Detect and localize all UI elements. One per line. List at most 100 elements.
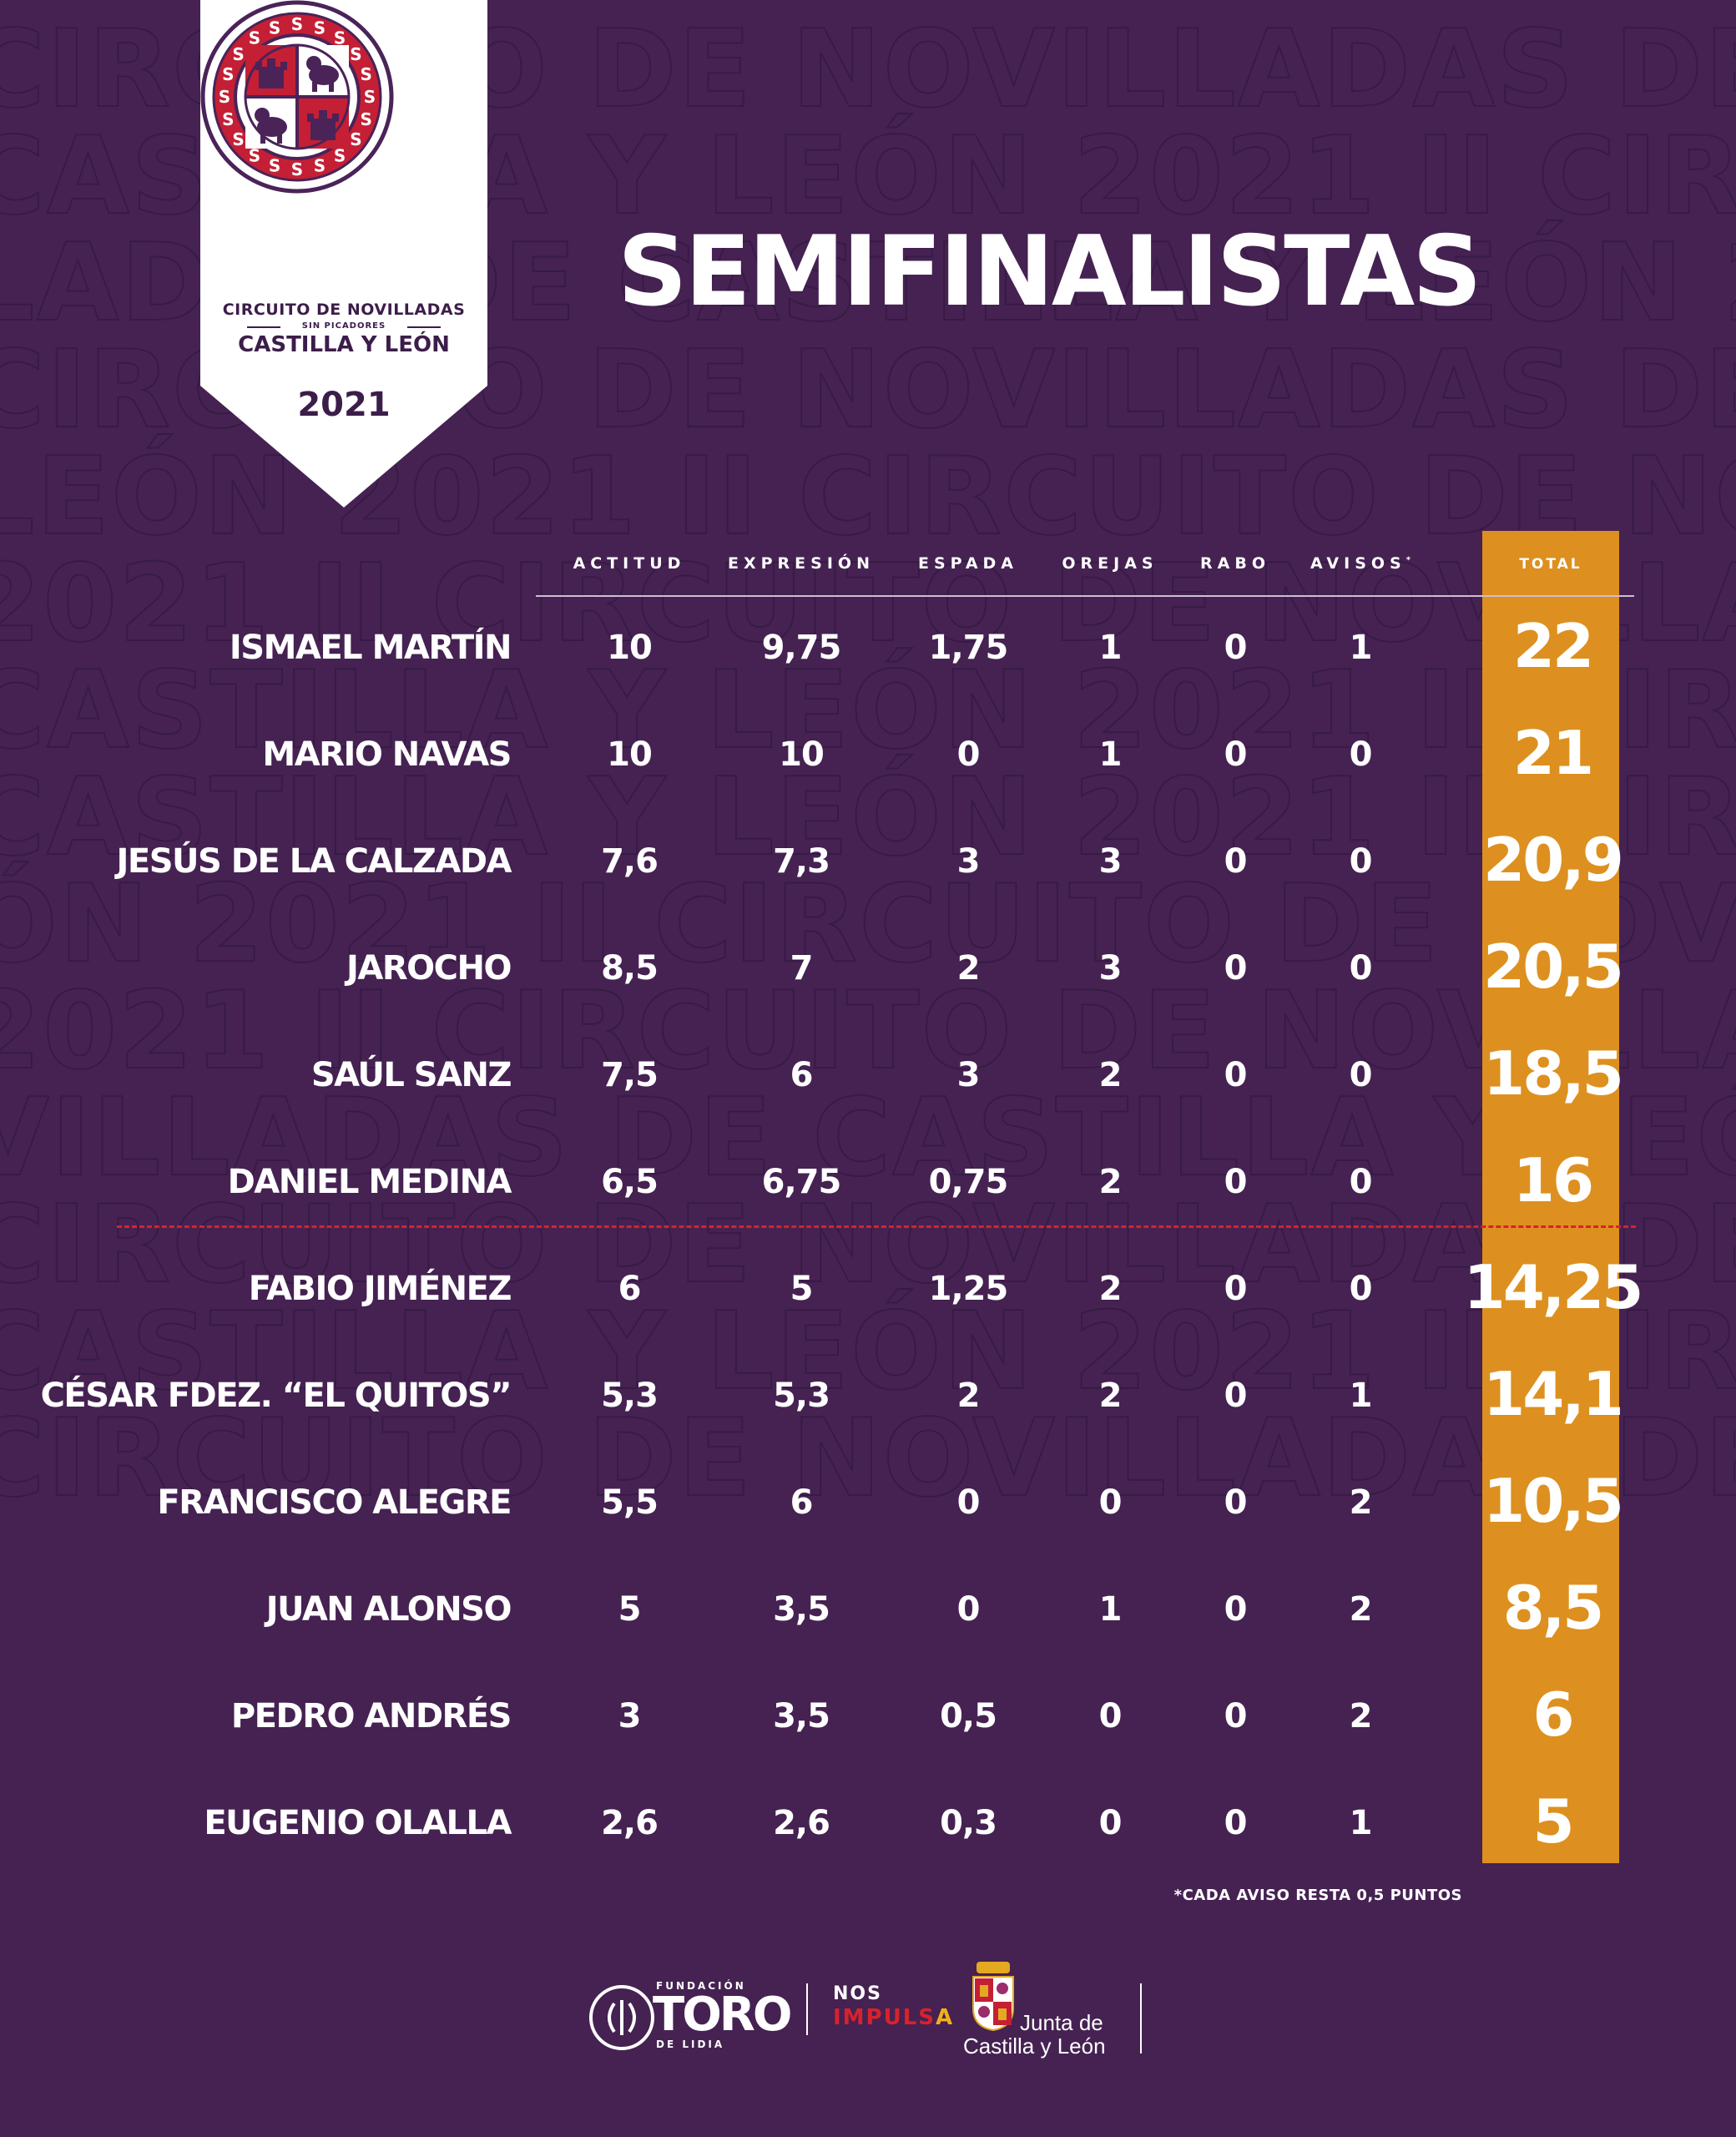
score-orejas: 1 <box>1098 629 1123 667</box>
qualification-cutoff-line <box>117 1225 1636 1228</box>
score-expresion: 2,6 <box>773 1804 830 1842</box>
score-orejas: 1 <box>1098 1590 1123 1629</box>
score-expresion: 3,5 <box>773 1697 830 1735</box>
junta-logo-line2: Castilla y León <box>963 2033 1106 2059</box>
emblem-ring-letter: S <box>219 87 230 107</box>
score-orejas: 0 <box>1098 1804 1123 1842</box>
emblem-ring-letter: S <box>314 156 326 176</box>
score-actitud: 2,6 <box>601 1804 659 1842</box>
score-actitud: 10 <box>607 735 653 774</box>
score-orejas: 0 <box>1098 1483 1123 1522</box>
sponsor-footer: FUNDACIÓN TORO DE LIDIA NOS IMPULSA Junt… <box>0 1962 1736 2079</box>
score-orejas: 0 <box>1098 1697 1123 1735</box>
table-row: ISMAEL MARTÍN 10 9,75 1,75 1 0 1 22 <box>0 594 1736 701</box>
table-row: PEDRO ANDRÉS 3 3,5 0,5 0 0 2 6 <box>0 1663 1736 1770</box>
score-expresion: 5 <box>790 1270 814 1308</box>
score-espada: 0 <box>956 1483 981 1522</box>
emblem-ring-letter: S <box>291 14 303 34</box>
score-rabo: 0 <box>1224 629 1248 667</box>
score-avisos: 0 <box>1349 949 1373 988</box>
score-total: 16 <box>1512 1145 1594 1215</box>
score-orejas: 3 <box>1098 842 1123 881</box>
score-espada: 0,5 <box>940 1697 997 1735</box>
emblem-ring-letter: S <box>314 18 326 38</box>
toro-logo-icon <box>589 1985 654 2050</box>
score-rabo: 0 <box>1224 1483 1248 1522</box>
watermark-line: CASTILLA Y LEÓN 2021 II CIRCUITO DE NOVI… <box>0 649 1736 773</box>
emblem-ring-letter: S <box>232 129 244 149</box>
table-row: FABIO JIMÉNEZ 6 5 1,25 2 0 0 14,25 <box>0 1235 1736 1342</box>
watermark-line: ÓN 2021 II CIRCUITO DE NOVILLADAS DE CAS… <box>0 862 1736 987</box>
toro-logo-main: TORO <box>653 1988 793 2042</box>
table-row: JAROCHO 8,5 7 2 3 0 0 20,5 <box>0 915 1736 1022</box>
table-row: CÉSAR FDEZ. “EL QUITOS” 5,3 5,3 2 2 0 1 14,1 <box>0 1342 1736 1449</box>
score-avisos: 0 <box>1349 735 1373 774</box>
header-divider <box>536 595 1634 597</box>
score-orejas: 2 <box>1098 1270 1123 1308</box>
score-espada: 3 <box>956 842 981 881</box>
score-rabo: 0 <box>1224 1697 1248 1735</box>
contestant-name: JUAN ALONSO <box>265 1590 512 1629</box>
score-actitud: 6 <box>618 1270 642 1308</box>
watermark-line: 2021 II CIRCUITO DE NOVILLADAS DE CASTIL… <box>0 542 1736 666</box>
score-avisos: 2 <box>1349 1590 1373 1629</box>
toro-logo-top: FUNDACIÓN <box>656 1980 746 1992</box>
watermark-line: CASTILLA Y LEÓN 2021 II CIRCUITO DE NOVI… <box>0 755 1736 880</box>
ribbon-rule-right <box>407 326 441 328</box>
table-row: DANIEL MEDINA 6,5 6,75 0,75 2 0 0 16 <box>0 1129 1736 1235</box>
contestant-name: SAÚL SANZ <box>310 1056 512 1094</box>
table-row: JESÚS DE LA CALZADA 7,6 7,3 3 3 0 0 20,9 <box>0 808 1736 915</box>
header-espada: ESPADA <box>917 554 1019 573</box>
emblem-ring-letter: S <box>334 28 346 48</box>
contestant-name: CÉSAR FDEZ. “EL QUITOS” <box>40 1377 512 1415</box>
total-column-highlight <box>1482 531 1619 1863</box>
score-avisos: 0 <box>1349 1163 1373 1201</box>
header-total: TOTAL <box>1519 556 1582 573</box>
score-actitud: 10 <box>607 629 653 667</box>
table-row: SAÚL SANZ 7,5 6 3 2 0 0 18,5 <box>0 1022 1736 1129</box>
score-avisos: 0 <box>1349 1270 1373 1308</box>
table-row: EUGENIO OLALLA 2,6 2,6 0,3 0 0 1 5 <box>0 1770 1736 1877</box>
junta-logo-line1: Junta de <box>1020 2010 1103 2035</box>
ribbon-subtitle: SIN PICADORES <box>301 321 386 331</box>
score-total: 8,5 <box>1502 1573 1605 1643</box>
junta-coat-of-arms-icon <box>972 1962 1014 2032</box>
table-row: JUAN ALONSO 5 3,5 0 1 0 2 8,5 <box>0 1556 1736 1663</box>
watermark-line: CASTILLA Y LEÓN 2021 II CIRCUITO DE NOVI… <box>0 1290 1736 1414</box>
score-espada: 1,75 <box>928 629 1009 667</box>
impulsa-logo-main: IMPULSA <box>833 2005 954 2030</box>
score-actitud: 3 <box>618 1697 642 1735</box>
score-total: 5 <box>1532 1786 1574 1857</box>
score-espada: 0 <box>956 735 981 774</box>
emblem-ring-letter: S <box>291 159 303 179</box>
score-actitud: 8,5 <box>601 949 659 988</box>
impulsa-logo-nos: NOS <box>833 1983 882 2004</box>
emblem-ring-letter: S <box>364 87 376 107</box>
score-orejas: 1 <box>1098 735 1123 774</box>
score-actitud: 6,5 <box>601 1163 659 1201</box>
emblem-ring-letter: S <box>334 145 346 165</box>
score-total: 20,5 <box>1483 932 1624 1002</box>
score-total: 21 <box>1512 718 1594 788</box>
score-orejas: 2 <box>1098 1056 1123 1094</box>
score-total: 20,9 <box>1483 825 1624 895</box>
table-row: FRANCISCO ALEGRE 5,5 6 0 0 0 2 10,5 <box>0 1449 1736 1556</box>
score-avisos: 2 <box>1349 1483 1373 1522</box>
ribbon-circuit-title: CIRCUITO DE NOVILLADAS <box>222 301 466 319</box>
watermark-line: 2021 II CIRCUITO DE NOVILLADAS DE CASTIL… <box>0 969 1736 1094</box>
contestant-name: JAROCHO <box>346 949 512 988</box>
toro-logo-bottom: DE LIDIA <box>656 2038 725 2050</box>
watermark-line: CIRCUITO DE NOVILLADAS DE CASTILLA Y LEÓ… <box>0 1183 1736 1307</box>
emblem-ring-letter: S <box>269 156 280 176</box>
ribbon-year: 2021 <box>297 386 391 424</box>
score-expresion: 3,5 <box>773 1590 830 1629</box>
contestant-name: JESÚS DE LA CALZADA <box>116 842 512 881</box>
score-rabo: 0 <box>1224 842 1248 881</box>
contestant-name: EUGENIO OLALLA <box>204 1804 512 1842</box>
emblem-ring-letter: S <box>360 109 371 129</box>
score-total: 10,5 <box>1483 1466 1624 1536</box>
footer-divider-left <box>806 1983 808 2035</box>
score-expresion: 6 <box>790 1483 814 1522</box>
contestant-name: PEDRO ANDRÉS <box>230 1697 512 1735</box>
